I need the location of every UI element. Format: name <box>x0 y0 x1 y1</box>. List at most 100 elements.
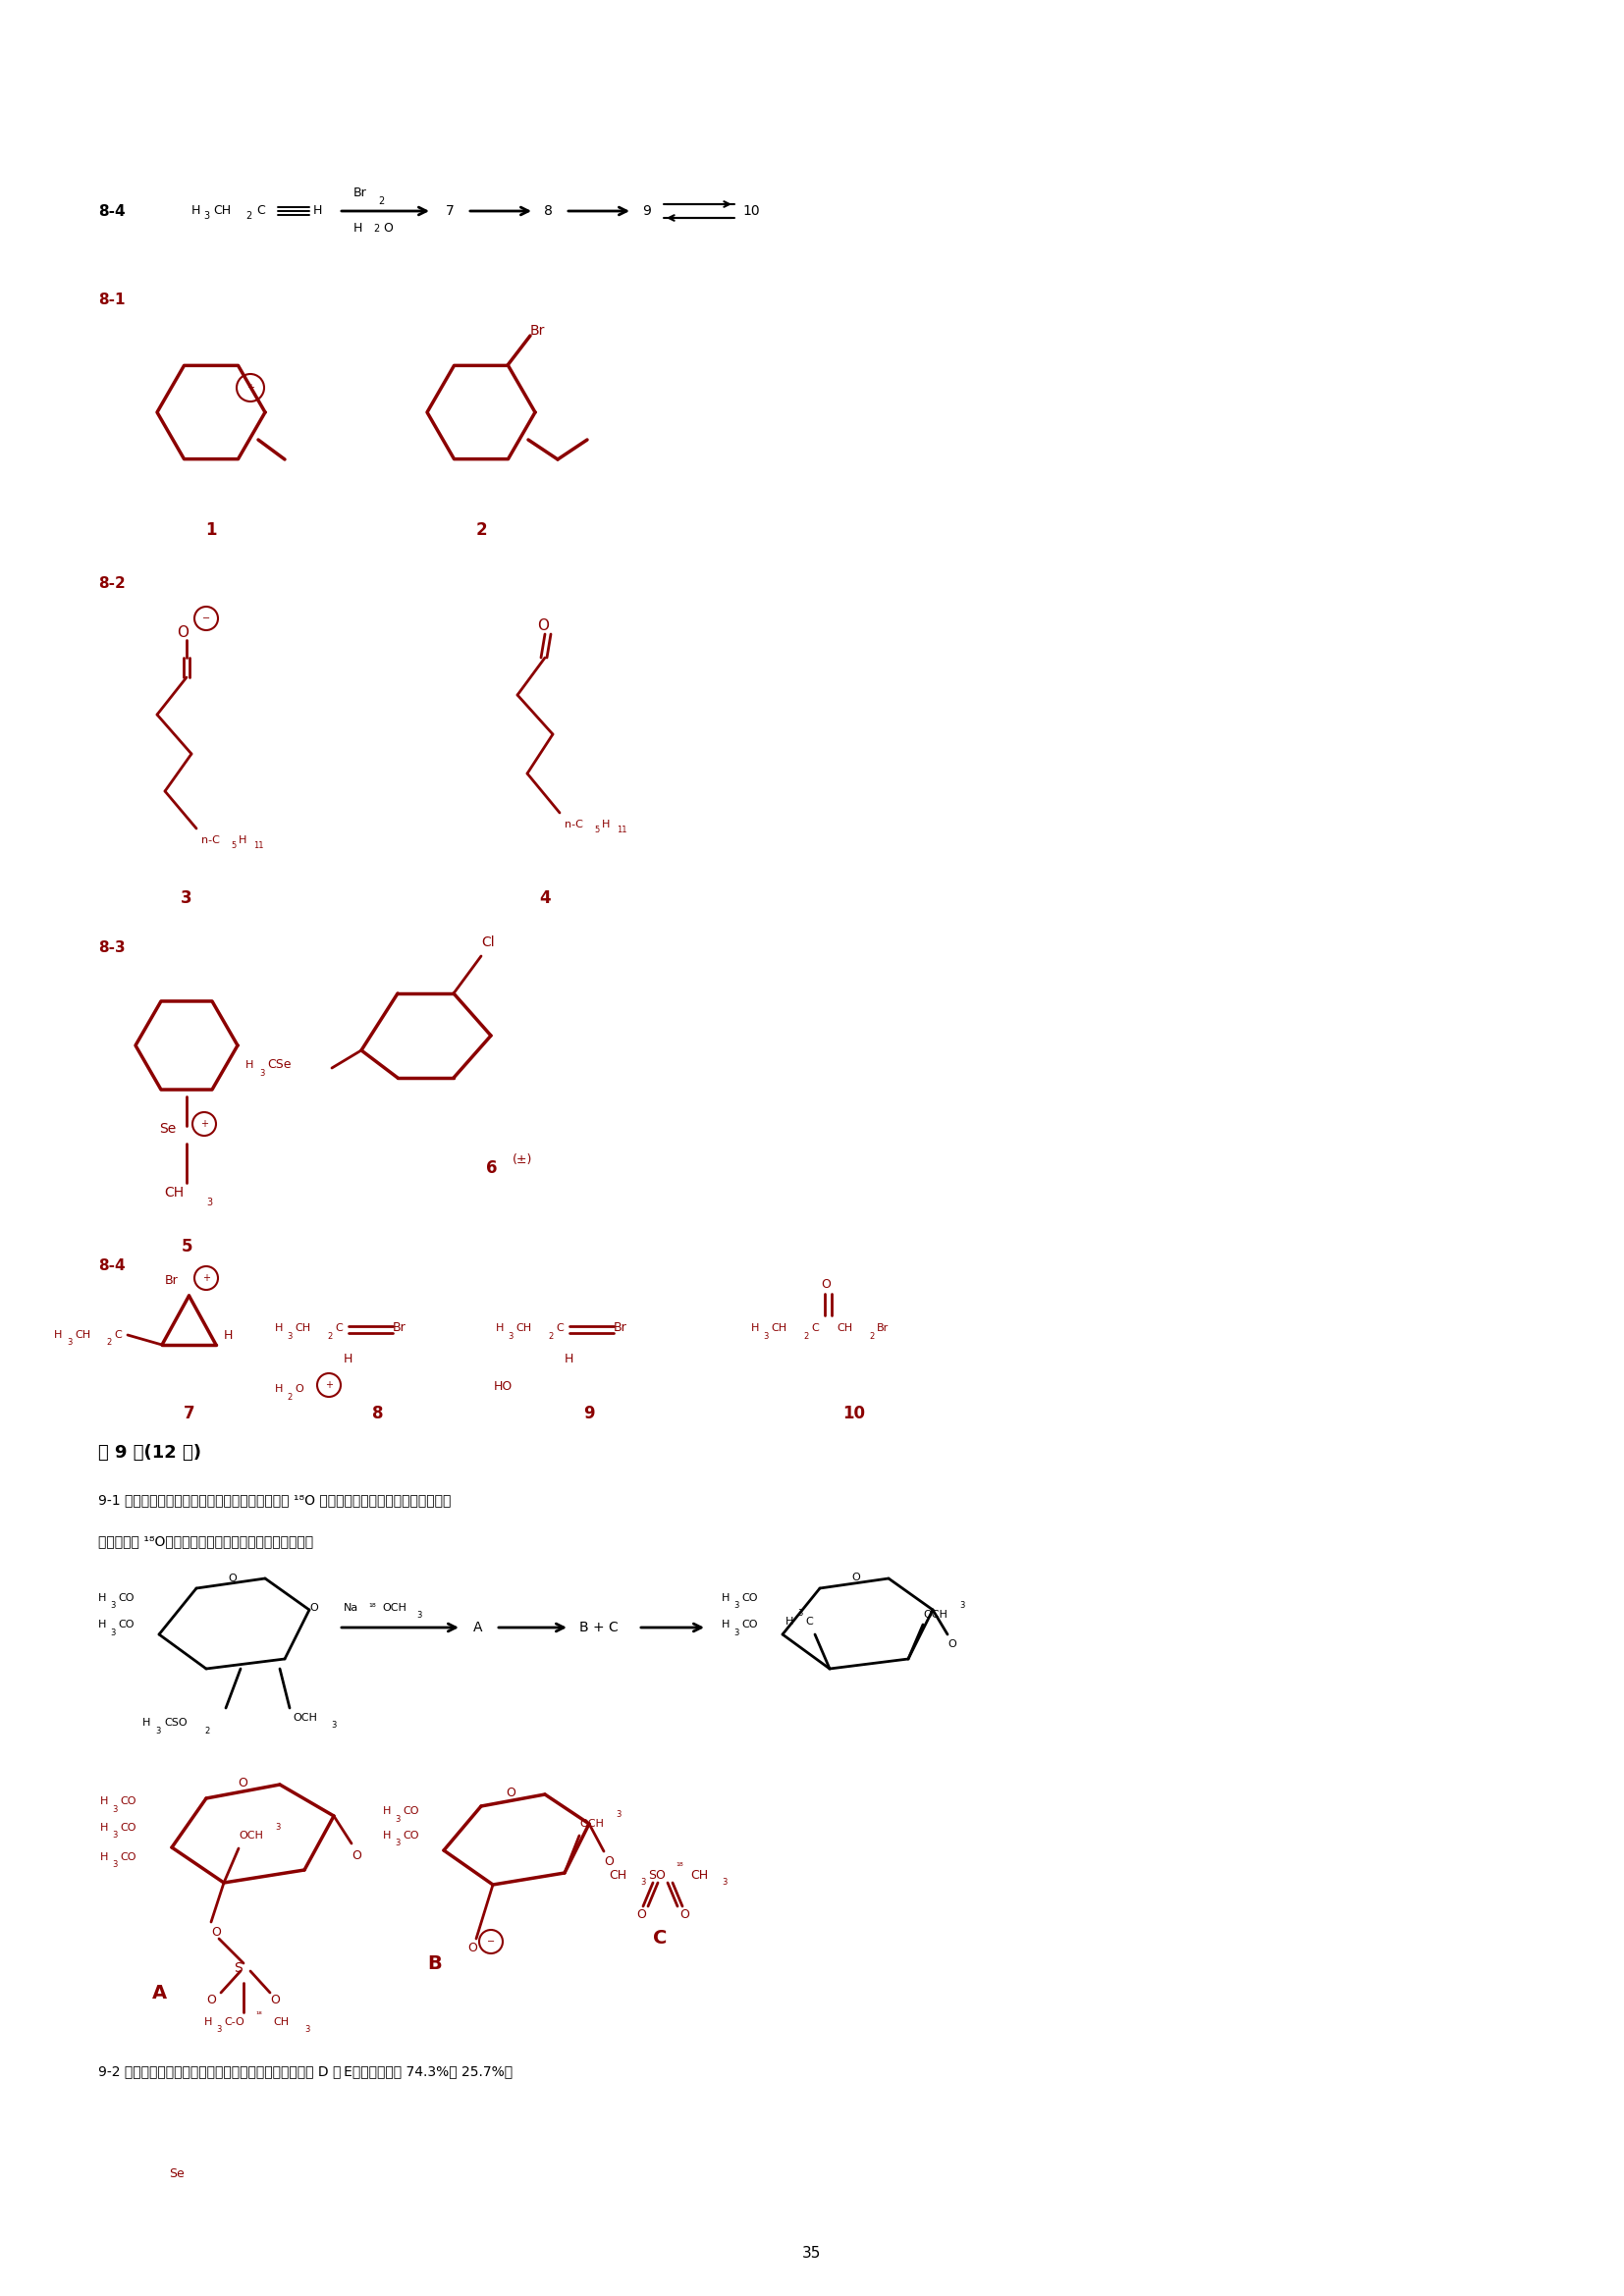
Text: CO: CO <box>741 1619 757 1630</box>
Text: 2: 2 <box>205 1727 209 1736</box>
Text: +: + <box>200 1118 208 1130</box>
Text: B + C: B + C <box>580 1621 619 1635</box>
Text: H: H <box>313 204 323 218</box>
Text: 10: 10 <box>843 1405 866 1421</box>
Text: HO: HO <box>494 1380 513 1394</box>
Text: CO: CO <box>119 1593 135 1603</box>
Text: H: H <box>143 1717 151 1727</box>
Text: Br: Br <box>166 1274 179 1288</box>
Text: Br: Br <box>354 186 367 200</box>
Text: 2: 2 <box>378 197 385 207</box>
Text: CH: CH <box>75 1329 91 1341</box>
Text: Br: Br <box>877 1322 888 1334</box>
Text: 8-2: 8-2 <box>97 576 125 592</box>
Text: O: O <box>538 620 549 634</box>
Text: 10: 10 <box>742 204 760 218</box>
Text: 3: 3 <box>640 1878 645 1887</box>
Text: O: O <box>309 1603 318 1612</box>
Text: 11: 11 <box>253 843 263 850</box>
Text: (±): (±) <box>513 1155 533 1166</box>
Text: C: C <box>114 1329 122 1341</box>
Text: Br: Br <box>529 324 546 338</box>
Text: O: O <box>637 1908 646 1919</box>
Text: −: − <box>487 1938 495 1947</box>
Text: Br: Br <box>393 1322 406 1334</box>
Text: H: H <box>721 1593 729 1603</box>
Text: 3: 3 <box>112 1805 117 1814</box>
Text: 终产物不含 ¹⁸O。根据实验事实画出中间体的结构简式。: 终产物不含 ¹⁸O。根据实验事实画出中间体的结构简式。 <box>97 1534 313 1548</box>
Text: Se: Se <box>169 2167 185 2181</box>
Text: 3: 3 <box>331 1722 336 1731</box>
Text: CH: CH <box>690 1869 708 1880</box>
Text: H: H <box>274 1384 283 1394</box>
Text: O: O <box>351 1848 361 1862</box>
Text: 2: 2 <box>106 1339 110 1348</box>
Text: 3: 3 <box>260 1068 265 1077</box>
Text: 2: 2 <box>287 1391 292 1401</box>
Text: 3: 3 <box>274 1823 281 1832</box>
Text: CO: CO <box>120 1823 136 1832</box>
Text: O: O <box>820 1277 830 1290</box>
Text: 8: 8 <box>372 1405 383 1421</box>
Text: H: H <box>752 1322 760 1334</box>
Text: H: H <box>383 1807 391 1816</box>
Text: 3: 3 <box>206 1199 213 1208</box>
Text: 3: 3 <box>508 1332 513 1341</box>
Text: OCH: OCH <box>239 1830 263 1841</box>
Text: H: H <box>354 223 362 234</box>
Text: O: O <box>505 1786 515 1798</box>
Text: 9: 9 <box>583 1405 594 1421</box>
Text: 8-4: 8-4 <box>97 204 125 218</box>
Text: 8-3: 8-3 <box>97 939 125 955</box>
Text: H: H <box>274 1322 283 1334</box>
Text: H: H <box>97 1619 107 1630</box>
Text: H: H <box>192 204 201 218</box>
Text: OCH: OCH <box>580 1818 604 1828</box>
Text: C: C <box>335 1322 343 1334</box>
Text: Br: Br <box>614 1322 627 1334</box>
Text: O: O <box>294 1384 304 1394</box>
Text: C: C <box>257 204 265 218</box>
Text: H: H <box>97 1593 107 1603</box>
Text: ¹⁸: ¹⁸ <box>369 1603 375 1612</box>
Text: Cl: Cl <box>481 934 494 948</box>
Text: H: H <box>495 1322 503 1334</box>
Text: 3: 3 <box>734 1603 739 1609</box>
Text: H: H <box>101 1795 109 1807</box>
Text: H: H <box>603 820 611 829</box>
Text: H: H <box>344 1352 352 1366</box>
Text: CSe: CSe <box>266 1058 291 1072</box>
Text: H: H <box>101 1853 109 1862</box>
Text: CH: CH <box>294 1322 310 1334</box>
Text: B: B <box>427 1954 442 1972</box>
Text: C: C <box>653 1929 667 1947</box>
Text: 2: 2 <box>804 1332 809 1341</box>
Text: 2: 2 <box>547 1332 554 1341</box>
Text: 3: 3 <box>734 1628 739 1637</box>
Text: H: H <box>239 836 247 845</box>
Text: 3: 3 <box>960 1603 965 1609</box>
Text: C: C <box>806 1616 812 1626</box>
Text: CH: CH <box>164 1185 184 1199</box>
Text: C-O: C-O <box>224 2018 244 2027</box>
Text: 2: 2 <box>245 211 252 220</box>
Text: 4: 4 <box>539 889 551 907</box>
Text: OCH: OCH <box>292 1713 317 1722</box>
Text: O: O <box>679 1908 689 1919</box>
Text: CH: CH <box>609 1869 627 1880</box>
Text: CO: CO <box>120 1853 136 1862</box>
Text: 9-1 常用同位素标记法研究有机反应历程。如利用 ¹⁸O 标记的甲醇钠研究如下反应，发现最: 9-1 常用同位素标记法研究有机反应历程。如利用 ¹⁸O 标记的甲醇钠研究如下反… <box>97 1492 451 1506</box>
Text: CO: CO <box>119 1619 135 1630</box>
Text: CH: CH <box>213 204 231 218</box>
Text: 1: 1 <box>206 521 216 540</box>
Text: SO: SO <box>648 1869 666 1880</box>
Text: CO: CO <box>403 1807 419 1816</box>
Text: OCH: OCH <box>922 1609 947 1619</box>
Text: 3: 3 <box>395 1814 400 1823</box>
Text: 3: 3 <box>721 1878 728 1887</box>
Text: O: O <box>177 627 188 641</box>
Text: 11: 11 <box>617 827 627 836</box>
Text: 35: 35 <box>802 2245 822 2259</box>
Text: H: H <box>205 2018 213 2027</box>
Text: 5: 5 <box>594 827 599 836</box>
